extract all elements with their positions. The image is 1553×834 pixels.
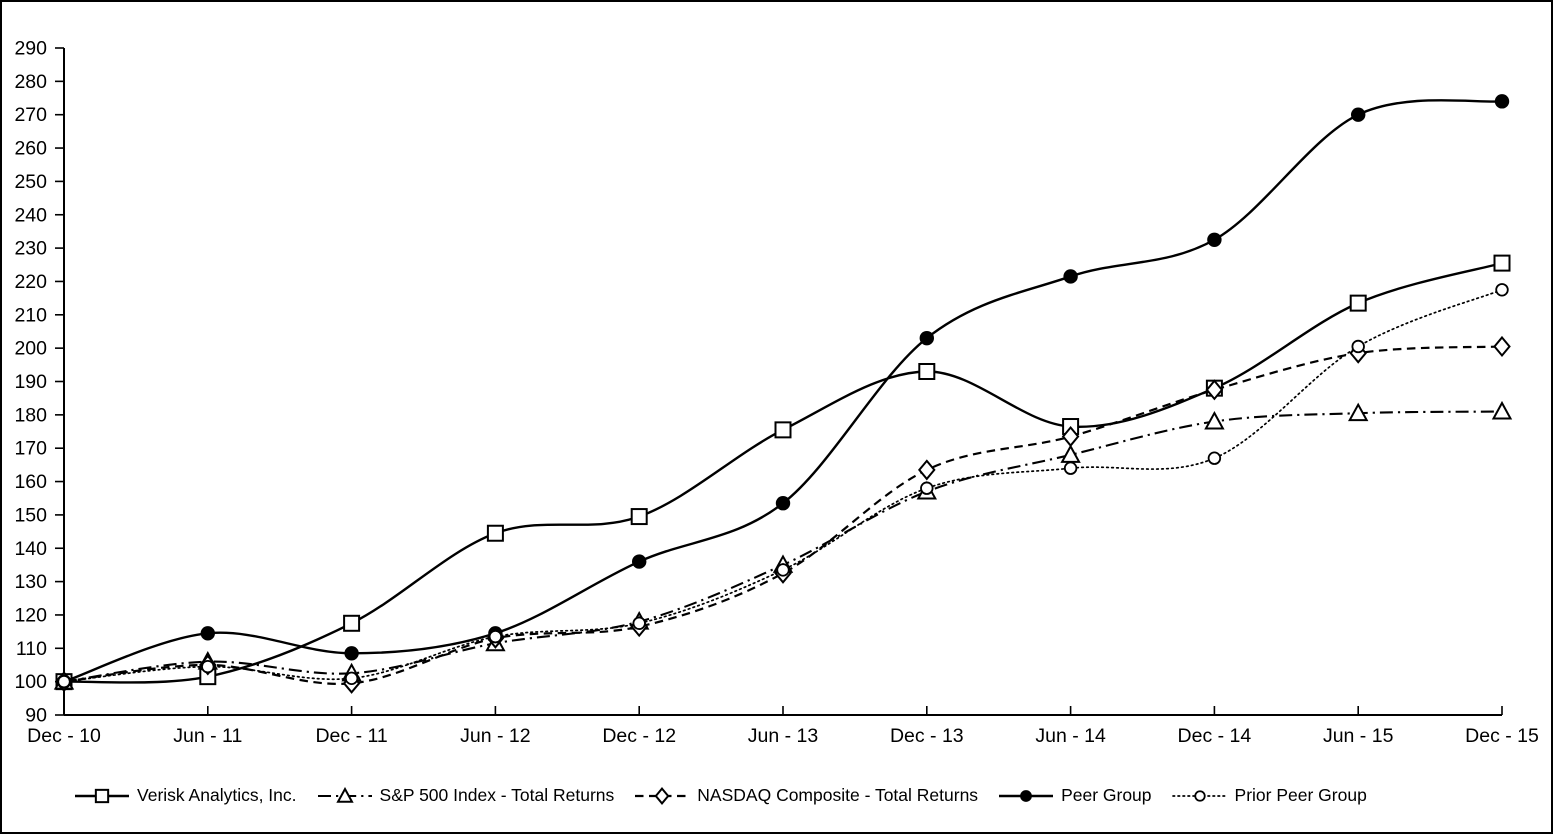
axes [63,48,1502,716]
y-tick-label: 190 [14,371,47,393]
x-tick-label: Dec - 11 [315,725,387,747]
y-tick-label: 280 [14,71,47,93]
legend-item-peer-group: Peer Group [998,785,1152,806]
y-tick-label: 240 [14,204,47,226]
y-tick-label: 180 [14,404,47,426]
y-tick-label: 250 [14,171,47,193]
x-tick-label: Jun - 14 [1035,725,1106,747]
x-tick-label: Dec - 12 [602,725,676,747]
series-line-peer-group [63,99,1503,683]
verisk-line-square-marker-icon [75,788,129,803]
legend-item-sp-500-index: S&P 500 Index - Total Returns [317,785,615,806]
series-markers-nasdaq-composite-total-returns [55,335,1511,694]
y-tick-label: 260 [14,138,47,160]
x-axis-ticks: Dec - 10 Jun - 11 Dec - 11 Jun - 12 Dec - 12… [27,706,1539,747]
y-tick-label: 140 [14,538,47,560]
y-tick-label: 90 [25,705,47,727]
chart-plot-area: 90 100 110 120 130 140 150 160 170 180 190 200 210 22… [14,38,1539,748]
series-nasdaq-composite-total-returns [55,335,1511,694]
y-tick-label: 270 [14,104,47,126]
series-sp-500-index-total-returns [53,400,1513,690]
series-markers-verisk-analytics-inc [55,254,1511,691]
legend-item-nasdaq-composite: NASDAQ Composite - Total Returns [634,785,978,806]
y-tick-label: 200 [14,338,47,360]
y-tick-label: 210 [14,304,47,326]
series-markers-prior-peer-group [57,283,1509,689]
series-prior-peer-group [57,283,1509,689]
series-verisk-analytics-inc [55,254,1511,691]
y-tick-label: 120 [14,604,47,626]
peer-group-line-circle-marker-icon [999,789,1054,802]
x-tick-label: Jun - 11 [173,725,242,747]
legend-label: S&P 500 Index - Total Returns [379,785,615,805]
nasdaq-line-diamond-marker-icon [635,786,690,805]
x-tick-label: Dec - 10 [27,725,101,747]
x-tick-label: Dec - 15 [1465,725,1539,747]
legend-label: Verisk Analytics, Inc. [137,785,297,805]
legend-label: Prior Peer Group [1234,785,1367,805]
series-line-verisk-analytics-inc [63,261,1503,684]
x-tick-label: Jun - 15 [1323,725,1394,747]
legend-label: NASDAQ Composite - Total Returns [697,785,979,805]
chart-legend: Verisk Analytics, Inc. S&P 500 Index - T… [2,785,1551,806]
y-tick-label: 220 [14,271,47,293]
y-tick-label: 150 [14,504,47,526]
y-tick-label: 290 [14,38,47,60]
prior-peer-group-line-circle-marker-icon [1171,789,1228,802]
y-tick-label: 130 [14,571,47,593]
y-axis-ticks: 90 100 110 120 130 140 150 160 170 180 190 200 210 22… [14,38,64,727]
series-line-nasdaq-composite-total-returns [63,345,1503,685]
x-tick-label: Dec - 13 [890,725,964,747]
x-tick-label: Jun - 13 [748,725,818,747]
x-tick-label: Jun - 12 [460,725,530,747]
y-tick-label: 160 [14,471,47,493]
series-markers-sp-500-index-total-returns [53,400,1513,690]
y-tick-label: 170 [14,438,47,460]
legend-item-verisk-analytics-inc: Verisk Analytics, Inc. [74,785,297,806]
y-tick-label: 100 [14,671,47,693]
series-line-prior-peer-group [63,288,1503,683]
series-peer-group [56,94,1510,689]
y-tick-label: 230 [14,238,47,260]
series-markers-peer-group [56,94,1510,689]
legend-item-prior-peer-group: Prior Peer Group [1171,785,1367,806]
sp500-line-triangle-marker-icon [317,786,372,803]
y-tick-label: 110 [16,638,47,660]
legend-label: Peer Group [1061,785,1152,805]
x-tick-label: Dec - 14 [1178,725,1252,747]
